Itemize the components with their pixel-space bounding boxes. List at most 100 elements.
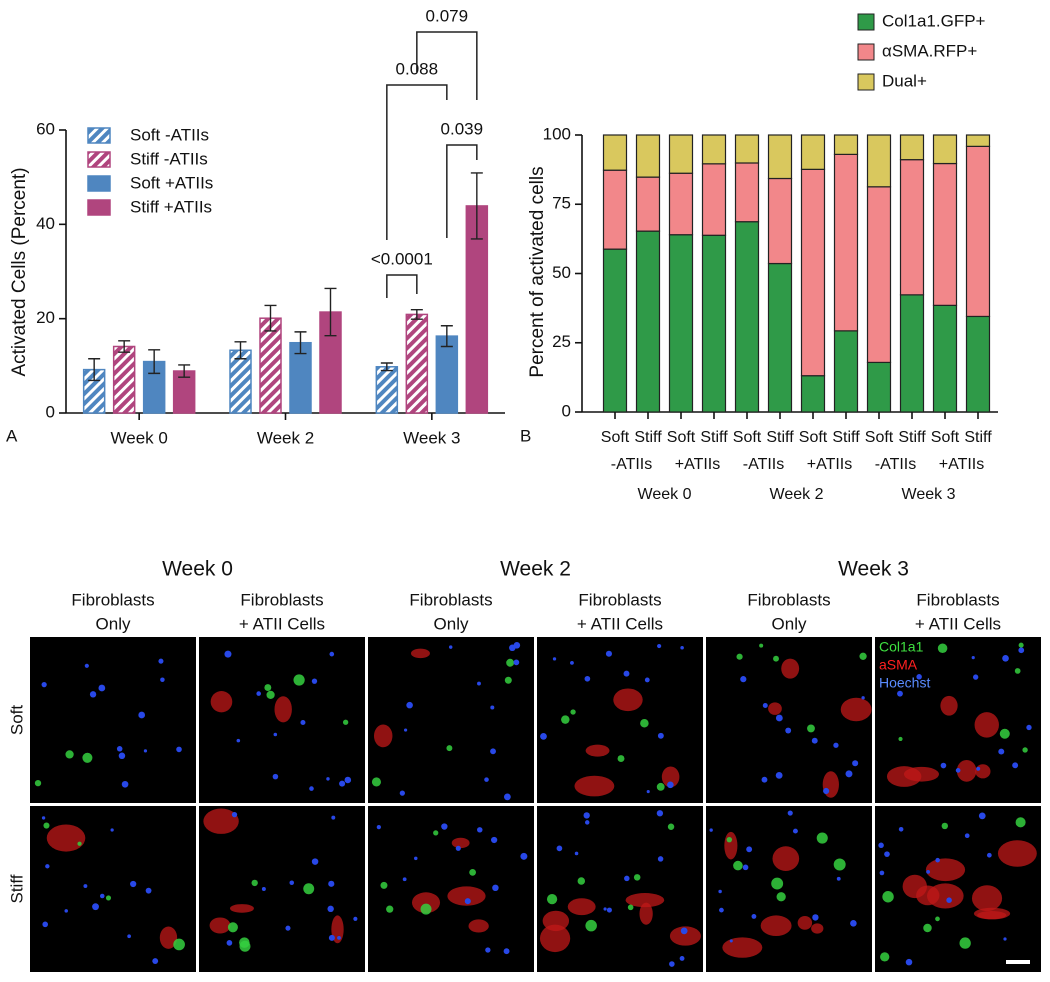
bar-segment bbox=[701, 234, 727, 413]
legend-swatch bbox=[87, 175, 111, 192]
legend-label: Stiff -ATIIs bbox=[130, 149, 208, 168]
legend-swatch bbox=[857, 13, 875, 31]
p-value: <0.0001 bbox=[371, 249, 433, 268]
cell-green bbox=[923, 923, 932, 933]
cell-red bbox=[722, 937, 763, 958]
nucleus bbox=[520, 852, 528, 860]
cell-green bbox=[251, 879, 258, 887]
cell-green bbox=[736, 653, 743, 660]
cell-green bbox=[65, 750, 74, 759]
nucleus bbox=[326, 777, 330, 781]
p-value: 0.039 bbox=[441, 119, 484, 138]
nucleus bbox=[729, 939, 733, 943]
cell-red bbox=[210, 691, 233, 713]
y-tick-label: 100 bbox=[543, 124, 571, 143]
bar-segment bbox=[866, 134, 892, 188]
nucleus bbox=[606, 907, 612, 913]
cell-green bbox=[733, 860, 743, 871]
cell-green bbox=[773, 655, 779, 662]
nucleus bbox=[376, 824, 381, 830]
bar-segment bbox=[635, 176, 661, 232]
nucleus bbox=[584, 820, 590, 825]
nucleus bbox=[448, 645, 453, 649]
bar-segment bbox=[734, 162, 760, 223]
bar-segment bbox=[866, 186, 892, 364]
micrograph bbox=[706, 637, 872, 803]
micrograph bbox=[706, 806, 872, 972]
y-tick-label: 50 bbox=[552, 263, 571, 282]
micrograph bbox=[875, 637, 1041, 803]
bar-segment bbox=[932, 162, 958, 306]
nucleus bbox=[884, 851, 890, 857]
nucleus bbox=[491, 836, 498, 844]
x-subgroup-label: +ATIIs bbox=[675, 456, 721, 473]
nucleus bbox=[978, 812, 986, 820]
nucleus bbox=[680, 927, 688, 935]
bar-segment bbox=[965, 134, 991, 147]
nucleus bbox=[792, 828, 798, 834]
cell-red bbox=[567, 898, 596, 916]
nucleus bbox=[224, 650, 232, 658]
cell-green bbox=[504, 676, 512, 684]
nucleus bbox=[300, 720, 306, 726]
cell-red bbox=[209, 917, 231, 934]
nucleus bbox=[490, 748, 496, 755]
cell-red bbox=[274, 696, 292, 723]
x-tick-label: Soft bbox=[865, 429, 894, 446]
bar-segment bbox=[899, 294, 925, 413]
x-group-label: Week 2 bbox=[770, 486, 824, 503]
nucleus bbox=[823, 787, 830, 795]
nucleus bbox=[552, 657, 557, 661]
nucleus bbox=[256, 691, 261, 696]
cell-red bbox=[447, 886, 486, 906]
bar-segment bbox=[668, 234, 694, 413]
x-subgroup-label: +ATIIs bbox=[807, 456, 853, 473]
bar-segment bbox=[833, 330, 859, 413]
cell-red bbox=[625, 893, 665, 908]
bar-segment bbox=[701, 163, 727, 236]
nucleus bbox=[513, 659, 520, 666]
bar-segment bbox=[899, 159, 925, 296]
week-header: Week 0 bbox=[162, 558, 233, 581]
nucleus bbox=[746, 846, 753, 853]
cell-red bbox=[975, 764, 991, 779]
significance-bracket bbox=[446, 144, 478, 238]
nucleus bbox=[503, 793, 511, 801]
cell-green bbox=[816, 832, 828, 844]
nucleus bbox=[657, 643, 662, 649]
y-tick-label: 20 bbox=[36, 308, 55, 327]
cell-red bbox=[811, 923, 824, 934]
cell-green bbox=[469, 869, 477, 876]
cell-red bbox=[902, 874, 927, 899]
nucleus bbox=[89, 691, 97, 698]
cell-green bbox=[627, 904, 634, 911]
nucleus bbox=[42, 921, 49, 928]
nucleus bbox=[926, 869, 931, 874]
cell-green bbox=[293, 674, 305, 686]
column-label: Fibroblasts bbox=[409, 590, 492, 609]
x-tick-label: Week 2 bbox=[257, 428, 314, 447]
cell-green bbox=[1022, 747, 1028, 753]
cell-green bbox=[726, 836, 733, 843]
nucleus bbox=[898, 826, 904, 832]
error-bar bbox=[178, 364, 191, 378]
nucleus bbox=[679, 956, 685, 961]
nucleus bbox=[1018, 647, 1025, 654]
bar bbox=[435, 335, 459, 414]
nucleus bbox=[845, 770, 853, 778]
nucleus bbox=[45, 864, 50, 869]
nucleus bbox=[1003, 937, 1007, 941]
nucleus bbox=[775, 771, 783, 779]
error-bar bbox=[324, 287, 337, 337]
week-header: Week 2 bbox=[500, 558, 571, 581]
legend-label: Col1a1.GFP+ bbox=[882, 11, 986, 30]
error-bar bbox=[380, 362, 393, 372]
nucleus bbox=[231, 811, 238, 818]
cell-red bbox=[772, 846, 800, 871]
bar bbox=[259, 317, 282, 414]
nucleus bbox=[644, 677, 650, 683]
legend-swatch bbox=[857, 43, 875, 61]
nucleus bbox=[492, 884, 499, 892]
error-bar bbox=[440, 325, 453, 348]
bar-segment bbox=[668, 134, 694, 174]
